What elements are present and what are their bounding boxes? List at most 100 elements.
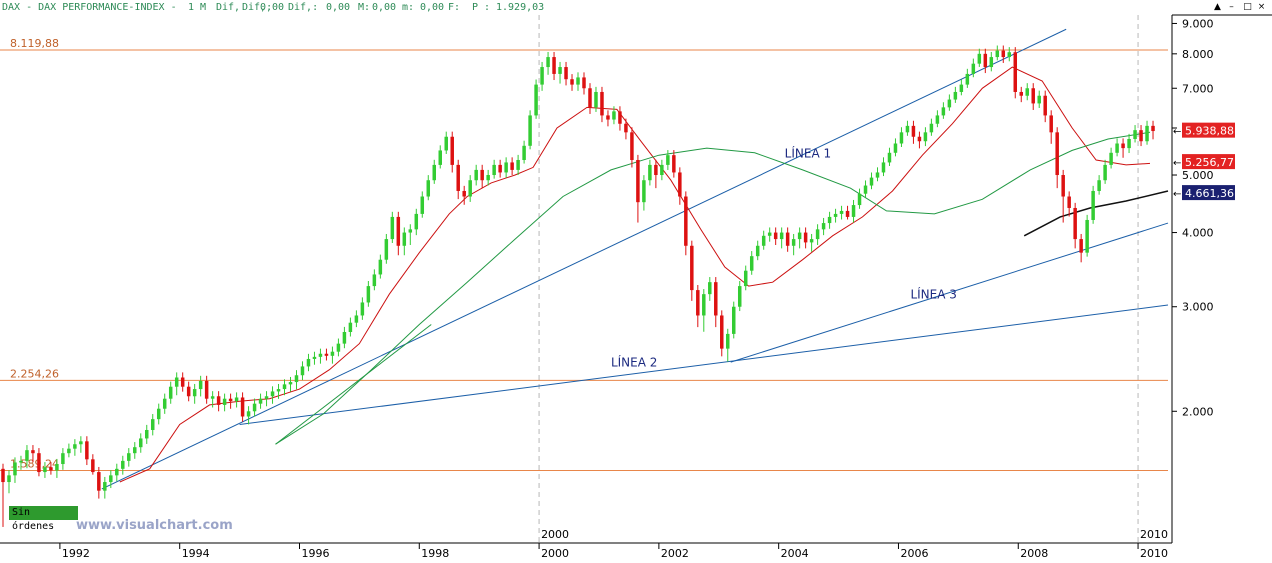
candle-body	[582, 77, 586, 89]
candle-body	[414, 213, 419, 230]
candle-body	[594, 91, 598, 108]
candle-body	[1151, 125, 1155, 132]
candle-body	[61, 453, 65, 465]
candle-body	[306, 358, 311, 367]
y-tick-label: 3.000	[1182, 301, 1214, 314]
candle-body	[450, 136, 454, 165]
candle-body	[720, 315, 724, 349]
candle-body	[809, 239, 814, 243]
grid-layer: 2000 2010	[538, 15, 1168, 543]
candle-body	[672, 155, 676, 173]
candle-body	[420, 196, 425, 214]
candle-body	[228, 398, 233, 402]
candle-body	[1037, 95, 1041, 104]
candle-body	[528, 115, 532, 146]
moving-averages	[119, 66, 1169, 483]
candle-body	[845, 210, 850, 217]
candle-body	[486, 175, 490, 181]
trendline	[239, 304, 1169, 426]
candle-body	[438, 150, 442, 165]
candle-body	[150, 419, 155, 430]
candle-body	[726, 333, 730, 349]
candle-body	[606, 115, 610, 120]
candle-body	[546, 57, 550, 68]
candle-body	[133, 447, 137, 454]
price-label-box	[1182, 122, 1235, 138]
candle-body	[372, 274, 377, 287]
trendline-label: LÍNEA 1	[785, 146, 831, 161]
scroll-up-button[interactable]: ▲	[1214, 2, 1221, 12]
candle-body	[294, 375, 299, 383]
y-tick-label: 5.000	[1182, 169, 1214, 182]
candle-body	[336, 343, 341, 352]
candle-body	[378, 259, 383, 275]
candle-body	[1055, 132, 1059, 176]
y-tick-label: 2.000	[1182, 405, 1214, 418]
candle-body	[354, 315, 359, 323]
year-marker-label: 2000	[541, 528, 569, 541]
candle-body	[588, 88, 592, 108]
candle-body	[97, 472, 101, 491]
candle-body	[342, 331, 347, 344]
candle-body	[1, 468, 5, 483]
candle-body	[240, 397, 245, 417]
candle-body	[558, 67, 562, 74]
y-tick-label: 7.000	[1182, 82, 1214, 95]
candle-body	[192, 389, 197, 397]
candle-body	[821, 223, 826, 230]
candle-body	[270, 391, 275, 397]
candle-body	[696, 290, 700, 316]
candle-body	[779, 232, 784, 240]
candle-body	[109, 475, 113, 483]
candle-body	[330, 351, 335, 356]
y-tick-label: 9.000	[1182, 17, 1214, 30]
minimize-button[interactable]: –	[1229, 2, 1234, 12]
status-box[interactable]: Sin órdenes	[9, 506, 78, 532]
price-label-arrow: ←	[1173, 189, 1181, 200]
candle-body	[708, 282, 712, 295]
candle-body	[145, 429, 149, 439]
min-label: m:	[402, 2, 415, 13]
candle-body	[1019, 91, 1023, 96]
annotations: ← 5.938,88 ← 5.256,77 ← 4.661,36	[1173, 122, 1235, 201]
candle-body	[474, 169, 478, 181]
candle-body	[785, 232, 790, 246]
candle-body	[156, 408, 161, 420]
candle-body	[648, 164, 652, 181]
close-button[interactable]: ×	[1257, 2, 1266, 12]
candle-body	[983, 53, 988, 68]
candle-body	[198, 380, 203, 390]
candle-body	[234, 397, 239, 402]
candle-body	[791, 239, 796, 246]
candle-body	[366, 286, 371, 303]
candle-body	[690, 245, 694, 291]
candle-body	[911, 125, 916, 137]
candle-body	[79, 441, 83, 445]
candle-body	[666, 155, 670, 165]
candle-body	[384, 239, 389, 260]
candle-body	[480, 169, 484, 181]
candle-body	[953, 91, 958, 100]
candle-body	[875, 172, 880, 178]
candle-body	[31, 450, 35, 454]
candle-body	[899, 132, 904, 144]
candle-body	[426, 180, 431, 197]
maximize-button[interactable]: □	[1243, 2, 1252, 12]
trendline	[275, 324, 432, 445]
year-marker-label: 2010	[1140, 528, 1168, 541]
x-tick-label: 2004	[781, 547, 809, 560]
dif-label: Dif,	[216, 2, 241, 13]
candle-body	[462, 190, 466, 197]
price-label: P :	[472, 2, 491, 13]
candle-body	[881, 162, 886, 173]
candle-body	[857, 193, 862, 206]
candle-body	[432, 164, 437, 181]
candle-body	[1145, 125, 1149, 142]
candle-body	[1109, 152, 1113, 165]
candle-body	[252, 403, 257, 412]
candle-body	[923, 132, 928, 142]
candle-body	[49, 467, 53, 471]
candle-body	[85, 441, 89, 460]
